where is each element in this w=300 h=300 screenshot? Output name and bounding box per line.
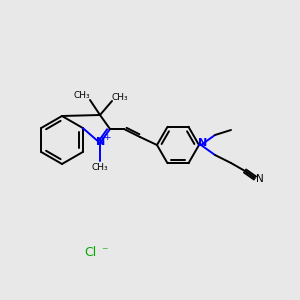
Text: N: N — [96, 137, 106, 147]
Text: +: + — [103, 133, 111, 142]
Text: Cl: Cl — [84, 245, 96, 259]
Text: ⁻: ⁻ — [101, 245, 107, 259]
Text: CH₃: CH₃ — [92, 163, 108, 172]
Text: N: N — [198, 138, 208, 148]
Text: N: N — [256, 174, 264, 184]
Text: CH₃: CH₃ — [112, 92, 128, 101]
Text: CH₃: CH₃ — [74, 92, 90, 100]
